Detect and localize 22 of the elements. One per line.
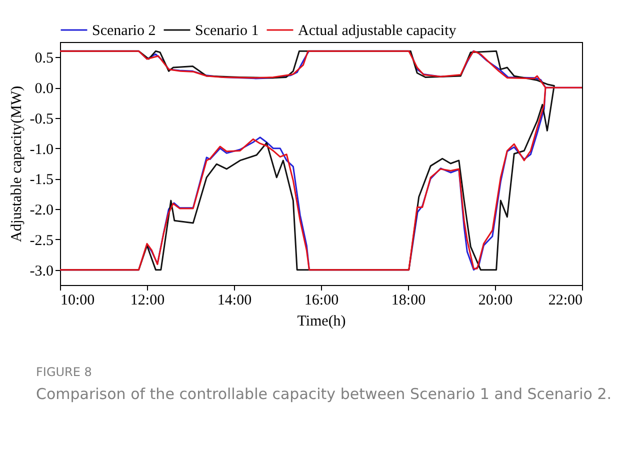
x-tick-label: 10:00 [60, 292, 95, 308]
y-tick-label: -3.0 [30, 263, 54, 280]
y-tick-label: -1.5 [30, 172, 54, 188]
y-tick-label: -1.0 [30, 142, 54, 158]
y-tick-label: 0.0 [34, 81, 54, 98]
x-tick-label: 16:00 [304, 292, 339, 308]
y-tick-label: -2.5 [30, 232, 54, 249]
x-tick-label: 22:00 [548, 292, 582, 308]
y-tick-label: 0.5 [34, 50, 54, 67]
caption: FIGURE 8 [36, 365, 93, 379]
y-axis-title: Adjustable capacity(MW) [8, 86, 25, 242]
x-tick-label: 20:00 [478, 292, 513, 308]
x-axis-title: Time(h) [297, 314, 346, 330]
y-tick-label: -2.0 [30, 202, 54, 219]
x-tick-label: 18:00 [391, 292, 426, 308]
legend-label: Scenario 2 [92, 23, 156, 39]
x-tick-label: 14:00 [217, 292, 252, 308]
legend-label: Actual adjustable capacity [298, 23, 457, 39]
y-tick-label: -0.5 [30, 111, 54, 128]
x-tick-label: 12:00 [130, 292, 165, 308]
legend-label: Scenario 1 [195, 23, 259, 39]
text: Comparison of the controllable capacity between Scenario 1 and Scenario 2. [36, 384, 613, 405]
